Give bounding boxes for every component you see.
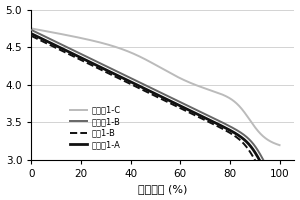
对比1-B (174, 104, 177, 107)
实施例1-B (174, 98, 177, 101)
实施例1-B (29, 29, 33, 31)
实施例1-A (278, 189, 281, 191)
X-axis label: 容量保持 (%): 容量保持 (%) (138, 184, 188, 194)
实施例1-B (278, 184, 281, 186)
对比1-B (278, 191, 281, 193)
实施例1-C (45, 30, 48, 32)
对比1-B (45, 42, 48, 44)
实施例1-C (278, 144, 281, 146)
实施例1-B (188, 105, 191, 108)
实施例1-A (180, 105, 184, 108)
实施例1-C (174, 75, 177, 77)
实施例1-A (218, 124, 221, 126)
实施例1-B (45, 36, 48, 38)
Line: 对比1-B: 对比1-B (31, 36, 280, 192)
Legend: 实施例1-C, 实施例1-B, 对比1-B, 实施例1-A: 实施例1-C, 实施例1-B, 对比1-B, 实施例1-A (67, 103, 124, 153)
对比1-B (243, 144, 247, 146)
实施例1-C (188, 81, 191, 84)
实施例1-A (45, 40, 48, 42)
实施例1-A (29, 32, 33, 35)
实施例1-A (188, 109, 191, 111)
实施例1-C (29, 27, 33, 30)
Line: 实施例1-A: 实施例1-A (31, 34, 280, 190)
对比1-B (188, 111, 191, 114)
实施例1-A (243, 139, 247, 142)
Line: 实施例1-C: 实施例1-C (31, 28, 280, 145)
Line: 实施例1-B: 实施例1-B (31, 30, 280, 185)
实施例1-A (174, 102, 177, 105)
实施例1-C (218, 92, 221, 95)
对比1-B (29, 35, 33, 37)
实施例1-C (180, 78, 184, 80)
实施例1-C (243, 112, 247, 114)
对比1-B (180, 108, 184, 110)
实施例1-B (180, 102, 184, 104)
实施例1-B (243, 135, 247, 137)
对比1-B (218, 126, 221, 128)
实施例1-B (218, 120, 221, 122)
